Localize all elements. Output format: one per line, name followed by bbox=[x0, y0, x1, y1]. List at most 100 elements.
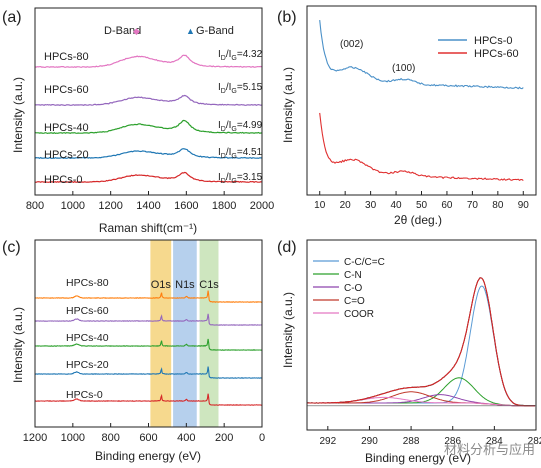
panel-b-ylabel: Intensity (a.u.) bbox=[281, 67, 295, 143]
panel-b-x-tick-label: 70 bbox=[467, 200, 479, 211]
panel-b-x-tick-label: 60 bbox=[441, 200, 453, 211]
panel-b-peak-100: (100) bbox=[392, 63, 415, 74]
panel-c-x-tick-label: 0 bbox=[259, 432, 265, 444]
panel-d-legend-label: C=O bbox=[344, 296, 365, 307]
panel-c-series-label: HPCs-40 bbox=[66, 332, 109, 344]
panel-a-xlabel: Raman shift(cm⁻¹) bbox=[99, 221, 197, 235]
panel-b-x-tick-label: 90 bbox=[518, 200, 530, 211]
panel-c-band-N1s bbox=[173, 240, 197, 427]
panel-d-legend-label: C-N bbox=[344, 270, 362, 281]
panel-b-legend: HPCs-0 HPCs-60 bbox=[438, 35, 519, 60]
panel-b-x-tick-label: 80 bbox=[492, 200, 504, 211]
panel-a-x-tick-label: 1400 bbox=[136, 200, 160, 212]
panel-c-ylabel: Intensity (a.u.) bbox=[11, 307, 25, 383]
panel-d-x-tick-label: 292 bbox=[319, 436, 336, 447]
panel-a-label: (a) bbox=[2, 9, 22, 26]
panel-b-x-tick-label: 50 bbox=[416, 200, 428, 211]
panel-a-x-tick-label: 800 bbox=[26, 200, 44, 212]
panel-c-band-O1s bbox=[150, 240, 172, 427]
watermark: 材料分析与应用 bbox=[444, 442, 535, 457]
panel-c-series-label: HPCs-20 bbox=[66, 359, 109, 371]
panel-c-band-label: N1s bbox=[175, 279, 195, 291]
panel-c: (c) O1s N1s C1s 1200 1000 800 600 400 200 0 Bind… bbox=[2, 239, 265, 463]
panel-a: (a) 800 1000 1200 1400 1600 1800 2000 Raman sh… bbox=[2, 7, 274, 235]
panel-b-legend-label-0: HPCs-0 bbox=[474, 35, 513, 47]
panel-b-series-HPCs-0 bbox=[319, 20, 524, 90]
panel-d-xlabel: Binding energy (eV) bbox=[365, 451, 471, 465]
panel-c-x-tick-label: 600 bbox=[139, 432, 157, 444]
panel-d-x-tick-label: 282 bbox=[528, 436, 541, 447]
panel-c-xlabel: Binding energy (eV) bbox=[95, 449, 201, 463]
panel-a-frame bbox=[34, 7, 263, 196]
panel-d-x-tick-label: 284 bbox=[486, 436, 503, 447]
panel-c-series-HPCs-20 bbox=[34, 366, 263, 379]
panel-c-x-tick-label: 400 bbox=[177, 432, 195, 444]
panel-b-frame bbox=[306, 5, 537, 196]
panel-b-x-tick-labels: 10 20 30 40 50 60 70 80 90 bbox=[314, 191, 529, 211]
panel-b-x-tick-label: 30 bbox=[365, 200, 377, 211]
panel-a-ratio-label: ID/IG=3.15 bbox=[218, 172, 263, 185]
panel-b-x-tick-label: 10 bbox=[314, 200, 326, 211]
panel-a-ratio-label: ID/IG=4.32 bbox=[218, 49, 263, 62]
panel-d-legend: C-C/C=C C-N C-O C=O COOR bbox=[313, 257, 385, 320]
panel-b-label: (b) bbox=[277, 9, 297, 26]
panel-c-x-tick-label: 800 bbox=[101, 432, 119, 444]
panel-d-legend-label: C-C/C=C bbox=[344, 257, 385, 268]
panel-a-x-tick-label: 1200 bbox=[98, 200, 122, 212]
panel-a-series-HPCs-0 bbox=[34, 171, 263, 184]
panel-c-frame bbox=[34, 239, 263, 428]
panel-a-series-label: HPCs-20 bbox=[44, 149, 89, 161]
panel-c-x-tick-label: 1000 bbox=[61, 432, 85, 444]
panel-a-series-label: HPCs-80 bbox=[44, 51, 89, 63]
panel-d-fit-envelope bbox=[307, 277, 535, 407]
panel-d-legend-label: COOR bbox=[344, 309, 374, 320]
panel-d-component-C-C/C=C bbox=[307, 285, 535, 407]
panel-b-x-tick-label: 20 bbox=[340, 200, 352, 211]
panel-b-series-HPCs-60 bbox=[319, 112, 524, 182]
panel-a-x-tick-label: 1800 bbox=[212, 200, 236, 212]
panel-c-series-label: HPCs-60 bbox=[66, 305, 109, 317]
panel-a-gband-label: G-Band bbox=[196, 25, 234, 37]
panel-d-label: (d) bbox=[277, 239, 297, 256]
panel-c-x-tick-label: 200 bbox=[215, 432, 233, 444]
panel-c-series-HPCs-40 bbox=[34, 338, 263, 351]
panel-a-x-tick-label: 1600 bbox=[174, 200, 198, 212]
panel-d-x-tick-label: 290 bbox=[361, 436, 378, 447]
panel-d-x-tick-label: 288 bbox=[403, 436, 420, 447]
panel-c-label: (c) bbox=[2, 239, 21, 256]
panel-a-ratio-label: ID/IG=5.15 bbox=[218, 82, 263, 95]
panel-a-dband-marker: ◆ bbox=[133, 26, 140, 36]
panel-a-dband-label: D-Band bbox=[104, 25, 141, 37]
panel-c-bands: O1s N1s C1s bbox=[150, 240, 219, 427]
panel-a-series-HPCs-80 bbox=[34, 54, 263, 69]
panel-d-x-tick-label: 286 bbox=[444, 436, 461, 447]
panel-c-band-C1s bbox=[199, 240, 219, 427]
panel-a-series-label: HPCs-60 bbox=[44, 84, 89, 96]
panel-b-legend-label-1: HPCs-60 bbox=[474, 48, 519, 60]
panel-c-band-label: C1s bbox=[199, 279, 219, 291]
panel-b-plot bbox=[319, 20, 524, 182]
panel-c-series-label: HPCs-80 bbox=[66, 277, 109, 289]
panel-d: (d) 292 290 288 286 284 282 Binding energy (e… bbox=[277, 239, 541, 465]
panel-a-ratio-label: ID/IG=4.99 bbox=[218, 120, 263, 133]
panel-a-plot: HPCs-0 ID/IG=3.15 HPCs-20 ID/IG=4.51 HPCs-40… bbox=[34, 49, 263, 186]
panel-b: (b) 10 20 30 40 50 60 70 80 90 2θ (deg.) Intensi… bbox=[277, 5, 537, 227]
panel-a-x-tick-label: 1000 bbox=[61, 200, 85, 212]
panel-d-ylabel: Intensity (a.u.) bbox=[281, 292, 295, 368]
panel-a-series-HPCs-40 bbox=[34, 119, 262, 135]
panel-a-ylabel: Intensity (a.u.) bbox=[11, 77, 25, 153]
panel-c-series-HPCs-80 bbox=[34, 290, 263, 303]
panel-a-gband-marker: ▲ bbox=[186, 26, 195, 36]
panel-d-plot bbox=[307, 277, 536, 407]
panel-d-frame bbox=[306, 239, 537, 431]
panel-a-x-tick-label: 2000 bbox=[250, 200, 274, 212]
panel-c-series-HPCs-0 bbox=[34, 393, 262, 406]
panel-b-x-tick-label: 40 bbox=[390, 200, 402, 211]
panel-c-series-HPCs-60 bbox=[35, 313, 263, 326]
panel-c-series-label: HPCs-0 bbox=[66, 389, 103, 401]
panel-b-peak-002: (002) bbox=[340, 39, 363, 50]
panel-c-plot: HPCs-0 HPCs-20 HPCs-40 HPCs-60 HPCs-80 bbox=[34, 277, 263, 406]
panel-a-series-label: HPCs-0 bbox=[44, 174, 83, 186]
panel-a-series-HPCs-20 bbox=[34, 148, 263, 160]
